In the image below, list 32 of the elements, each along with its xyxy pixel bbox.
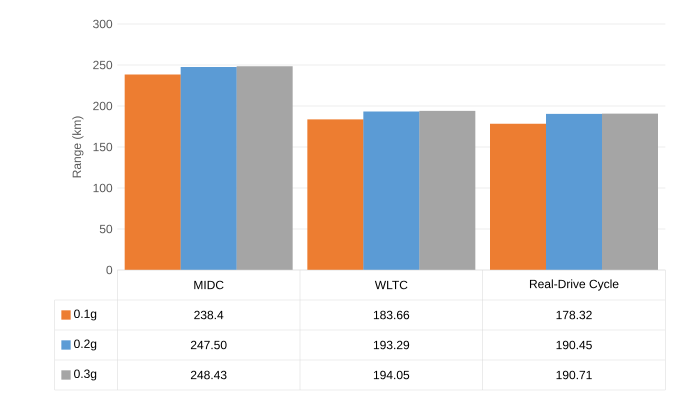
data-label: 248.43 bbox=[190, 370, 226, 380]
bar bbox=[419, 110, 476, 270]
data-label: 193.29 bbox=[374, 340, 410, 350]
legend-label: 0.1g bbox=[74, 310, 96, 320]
bar bbox=[236, 66, 293, 270]
bar bbox=[307, 119, 364, 270]
data-label: 247.50 bbox=[190, 340, 227, 350]
bar bbox=[602, 114, 658, 270]
legend-label: 0.3g bbox=[74, 370, 96, 380]
data-label: 190.71 bbox=[556, 370, 592, 380]
y-tick-label: 100 bbox=[94, 184, 112, 192]
x-tick-label: Real-Drive Cycle bbox=[530, 279, 618, 291]
legend-label: 0.2g bbox=[74, 340, 96, 350]
data-label: 238.4 bbox=[194, 310, 224, 320]
data-label: 190.45 bbox=[556, 340, 592, 350]
data-label: 178.32 bbox=[556, 310, 592, 320]
bar bbox=[180, 67, 237, 270]
data-label: 194.05 bbox=[374, 370, 410, 380]
y-tick-label: 250 bbox=[93, 60, 112, 70]
y-tick-label: 0 bbox=[106, 266, 112, 274]
bar bbox=[490, 124, 546, 270]
data-label: 183.66 bbox=[374, 310, 410, 320]
x-tick-label: MIDC bbox=[194, 280, 224, 290]
y-axis-title: Range (km) bbox=[72, 116, 84, 178]
y-tick-label: 50 bbox=[100, 224, 112, 234]
y-tick-label: 300 bbox=[93, 20, 112, 28]
x-tick-label: WLTC bbox=[374, 280, 408, 290]
bar bbox=[546, 114, 602, 270]
y-tick-label: 200 bbox=[93, 102, 112, 110]
bar bbox=[363, 111, 420, 270]
bar bbox=[124, 74, 181, 270]
y-tick-label: 150 bbox=[94, 142, 112, 152]
